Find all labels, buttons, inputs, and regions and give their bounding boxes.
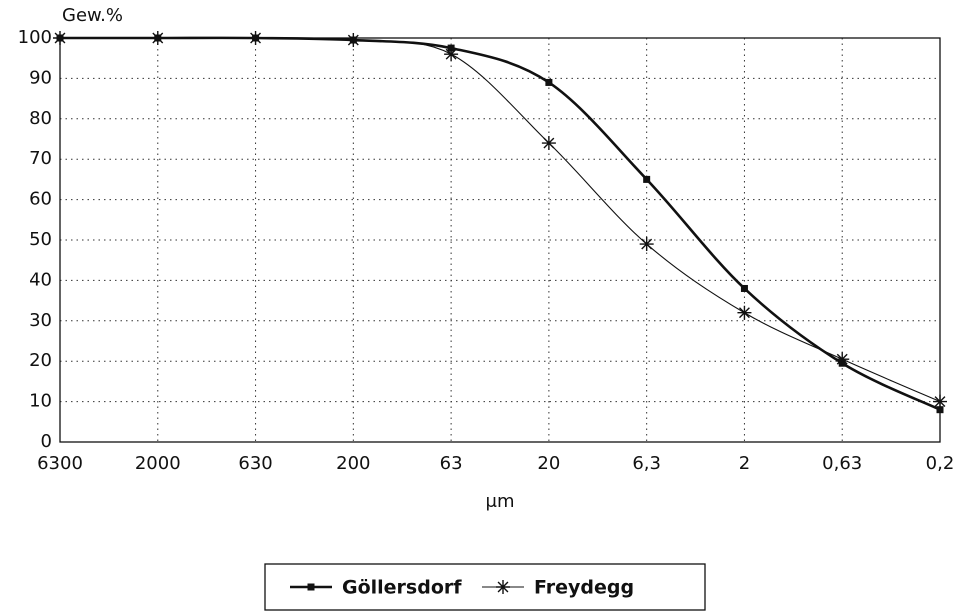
y-tick-label: 90 (29, 67, 52, 88)
legend-label: Freydegg (534, 577, 634, 599)
data-point (740, 284, 748, 292)
y-tick-label: 100 (18, 27, 52, 48)
data-point (541, 136, 556, 151)
x-tick-label: 2000 (135, 453, 181, 474)
x-tick-label: 20 (537, 453, 560, 474)
data-point (936, 406, 944, 414)
data-point (444, 47, 459, 62)
data-point (737, 305, 752, 320)
y-tick-label: 80 (29, 108, 52, 129)
data-point (150, 31, 165, 45)
x-axis-label: μm (486, 491, 515, 512)
x-tick-label: 200 (336, 453, 370, 474)
data-point (835, 352, 850, 367)
x-tick-label: 0,63 (822, 453, 862, 474)
y-tick-label: 70 (29, 148, 52, 169)
data-point (639, 237, 654, 252)
series-line (59, 37, 941, 403)
y-tick-label: 50 (29, 229, 52, 250)
x-tick-label: 63 (440, 453, 463, 474)
x-tick-label: 0,2 (926, 453, 955, 474)
data-point (53, 31, 67, 45)
y-tick-label: 20 (29, 350, 52, 371)
y-tick-label: 40 (29, 269, 52, 290)
legend-marker (496, 580, 510, 594)
y-tick-label: 60 (29, 189, 52, 210)
x-tick-label: 6300 (37, 453, 83, 474)
legend-marker (307, 583, 315, 591)
y-tick-label: 30 (29, 310, 52, 331)
y-axis-label: Gew.% (62, 5, 123, 26)
data-point (248, 31, 263, 45)
legend-label: Göllersdorf (342, 577, 462, 599)
data-point (933, 394, 947, 409)
legend-box (264, 563, 706, 611)
y-tick-label: 10 (29, 391, 52, 412)
data-point (643, 175, 651, 183)
plot-frame (59, 37, 941, 443)
y-tick-label: 0 (41, 431, 52, 452)
data-point (346, 33, 361, 48)
x-tick-label: 630 (238, 453, 272, 474)
x-tick-label: 6,3 (632, 453, 661, 474)
data-point (545, 78, 553, 86)
x-tick-label: 2 (739, 453, 750, 474)
